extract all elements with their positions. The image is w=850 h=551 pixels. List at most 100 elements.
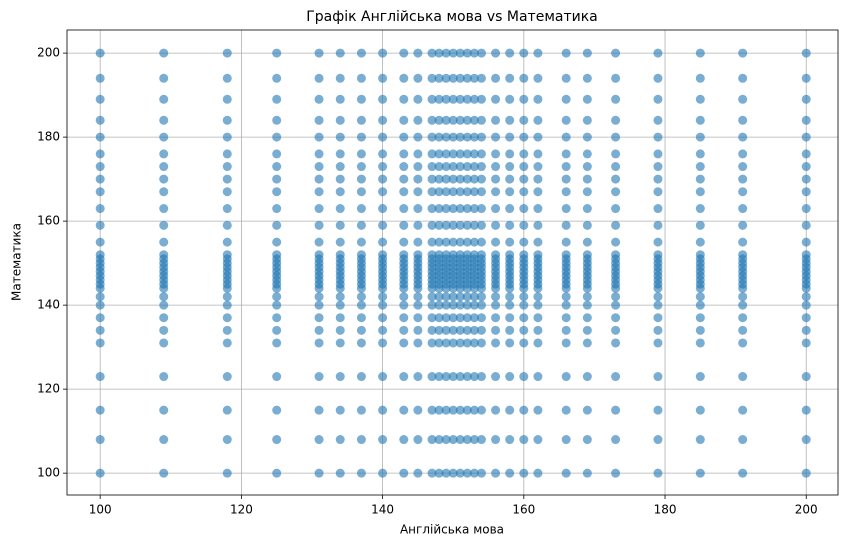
point [441,132,451,142]
point [533,149,543,159]
point [469,338,479,348]
point [448,149,458,159]
point [95,174,105,184]
point [448,405,458,415]
point [469,132,479,142]
point [738,435,748,445]
point [399,48,409,58]
point [399,372,409,382]
point [427,468,437,478]
point [738,149,748,159]
point [427,115,437,125]
point [455,325,465,335]
point [462,300,472,310]
point [491,237,501,247]
point [399,338,409,348]
point [272,187,282,197]
x-tick-label: 120 [230,503,253,517]
point [561,325,571,335]
point [476,115,486,125]
point [434,94,444,104]
point [427,435,437,445]
point [159,162,169,172]
point [561,313,571,323]
point [441,149,451,159]
point [582,48,592,58]
point [222,237,232,247]
point [159,300,169,310]
point [533,313,543,323]
point [611,187,621,197]
point [427,48,437,58]
point [462,325,472,335]
point [272,250,282,260]
point [222,372,232,382]
point [222,313,232,323]
point [505,325,515,335]
point [448,292,458,302]
point [462,292,472,302]
point [505,300,515,310]
point [427,187,437,197]
point [533,338,543,348]
point [533,48,543,58]
point [561,405,571,415]
point [222,73,232,83]
point [441,292,451,302]
point [434,372,444,382]
point [222,187,232,197]
point [519,48,529,58]
point [335,48,345,58]
point [441,115,451,125]
point [695,115,705,125]
point [378,132,388,142]
point [505,132,515,142]
point [611,132,621,142]
point [434,325,444,335]
point [335,372,345,382]
point [801,338,811,348]
point [695,48,705,58]
chart-title: Графік Англійська мова vs Математика [306,9,598,25]
point [476,372,486,382]
point [476,325,486,335]
point [469,237,479,247]
point [519,435,529,445]
point [314,237,324,247]
point [413,204,423,214]
point [95,468,105,478]
point [801,313,811,323]
point [427,220,437,230]
point [448,220,458,230]
point [801,132,811,142]
plot-frame [66,29,839,496]
point [738,338,748,348]
point [519,187,529,197]
point [462,94,472,104]
point [519,149,529,159]
point [335,204,345,214]
point [222,149,232,159]
point [561,115,571,125]
point [314,468,324,478]
point [314,313,324,323]
point [378,468,388,478]
point [653,220,663,230]
point [448,162,458,172]
point [738,325,748,335]
point [476,435,486,445]
point [159,48,169,58]
point [462,372,472,382]
point [505,237,515,247]
point [335,435,345,445]
point [159,468,169,478]
point [695,94,705,104]
point [335,73,345,83]
point [455,132,465,142]
point [611,300,621,310]
point [434,187,444,197]
point [448,250,458,260]
point [356,372,366,382]
point [533,300,543,310]
point [427,405,437,415]
